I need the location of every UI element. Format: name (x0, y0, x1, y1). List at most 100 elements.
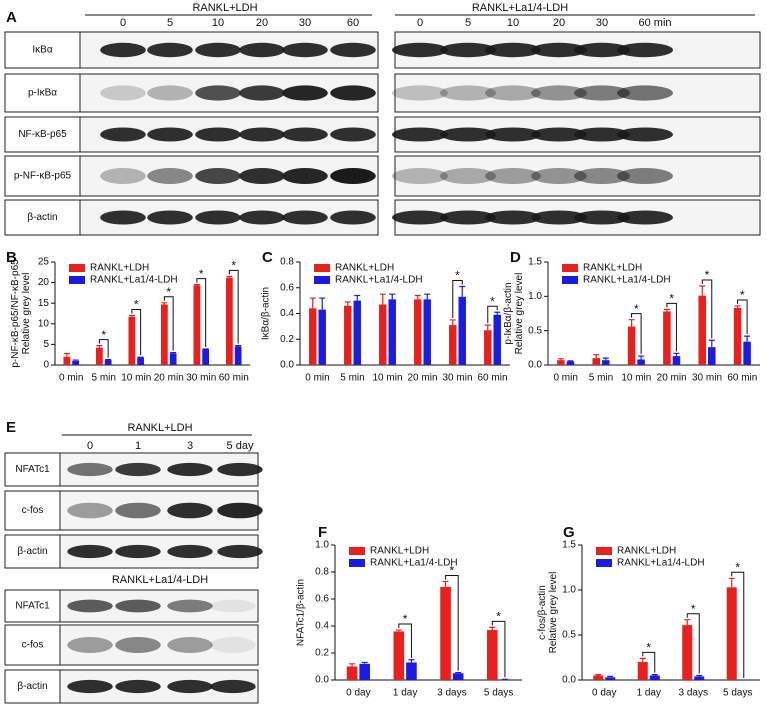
x-tick-label: 3 days (679, 688, 708, 699)
legend-label: RANKL+LDH (90, 263, 149, 274)
band (210, 679, 256, 694)
x-tick-label: 0 day (346, 688, 370, 699)
significance-star: * (166, 285, 171, 299)
y-axis-label: p-IκBα/β-actin (503, 282, 514, 344)
band (440, 168, 496, 184)
band (115, 679, 161, 694)
lane-label: 0 (87, 440, 93, 452)
band (440, 127, 496, 142)
bar (484, 330, 492, 365)
band (574, 127, 630, 142)
significance-bracket (131, 309, 142, 356)
error-bar (349, 663, 356, 667)
panel-letter: D (510, 249, 521, 266)
error-bar (319, 297, 326, 310)
bar (726, 587, 737, 680)
error-bar (728, 577, 735, 588)
x-tick-label: 1 day (637, 688, 661, 699)
band (100, 85, 146, 101)
lane-label: 10 (212, 17, 224, 29)
band (210, 637, 256, 653)
error-bar (344, 301, 351, 306)
y-tick-label: 0.5 (562, 630, 576, 641)
bar (698, 295, 706, 365)
error-bar (379, 293, 386, 305)
lane-label: 60 (347, 17, 359, 29)
legend-swatch (562, 276, 578, 284)
error-bar (128, 314, 135, 317)
significance-star: * (199, 267, 204, 281)
bar (733, 308, 742, 365)
band (210, 599, 256, 613)
significance-bracket (491, 620, 506, 678)
x-tick-label: 3 days (437, 688, 466, 699)
band (485, 168, 541, 184)
band (239, 42, 285, 58)
bar (169, 353, 177, 365)
significance-bracket (452, 279, 463, 318)
bar (694, 676, 705, 680)
lane-label: 1 (135, 440, 141, 452)
band (330, 42, 376, 58)
y-tick-label: 0.4 (315, 621, 329, 632)
error-bar (408, 659, 415, 663)
group-label: RANKL+LDH (192, 2, 257, 14)
legend-label: RANKL+LDH (617, 546, 676, 557)
legend-label: RANKL+LDH (370, 546, 429, 557)
band (485, 42, 541, 58)
bar (708, 347, 716, 365)
error-bar (96, 345, 103, 348)
y-tick-label: 1.5 (528, 257, 542, 268)
band (115, 544, 161, 559)
lane-label: 30 (596, 17, 608, 29)
y-axis-label: NFATc1/β-actin (296, 579, 307, 646)
bar (225, 277, 233, 365)
panel-letter: G (563, 524, 575, 541)
lane-label: 5 day (227, 440, 254, 452)
band (617, 85, 673, 101)
error-bar (628, 319, 635, 327)
legend-label: RANKL+La1/4-LDH (335, 275, 423, 286)
band (440, 210, 496, 225)
label-cell (4, 73, 81, 113)
y-axis-label: Relative grey level (548, 572, 559, 654)
band (115, 599, 161, 613)
group-label: RANKL+La1/4-LDH (472, 2, 568, 14)
bar (393, 631, 405, 680)
band (115, 502, 161, 519)
legend-swatch (596, 559, 612, 567)
x-tick-label: 0 min (59, 373, 83, 384)
x-tick-label: 5 min (340, 373, 364, 384)
bar (627, 326, 636, 365)
bar (137, 357, 145, 365)
row-label: c-fos (22, 640, 44, 651)
bar (63, 356, 71, 365)
significance-star: * (740, 288, 745, 302)
error-bar (484, 324, 491, 331)
band (330, 127, 376, 142)
band (217, 502, 263, 519)
error-bar (161, 302, 168, 305)
x-tick-label: 10 min (121, 373, 151, 384)
significance-star: * (403, 612, 408, 626)
bar (605, 677, 616, 680)
band (330, 168, 376, 184)
x-tick-label: 5 min (589, 373, 613, 384)
error-bar (567, 360, 574, 362)
significance-star: * (231, 259, 236, 273)
label-cell (4, 452, 61, 487)
band (239, 85, 285, 101)
x-tick-label: 10 min (372, 373, 402, 384)
row-label: c-fos (22, 505, 44, 516)
y-tick-label: 0.0 (315, 675, 329, 686)
bar (487, 630, 498, 680)
band (282, 168, 328, 184)
band (167, 462, 213, 477)
significance-bracket (445, 574, 459, 671)
band (67, 679, 113, 694)
y-axis-label: Relative grey level (514, 273, 525, 355)
error-bar (489, 626, 496, 631)
band (617, 42, 673, 58)
band (330, 210, 376, 225)
